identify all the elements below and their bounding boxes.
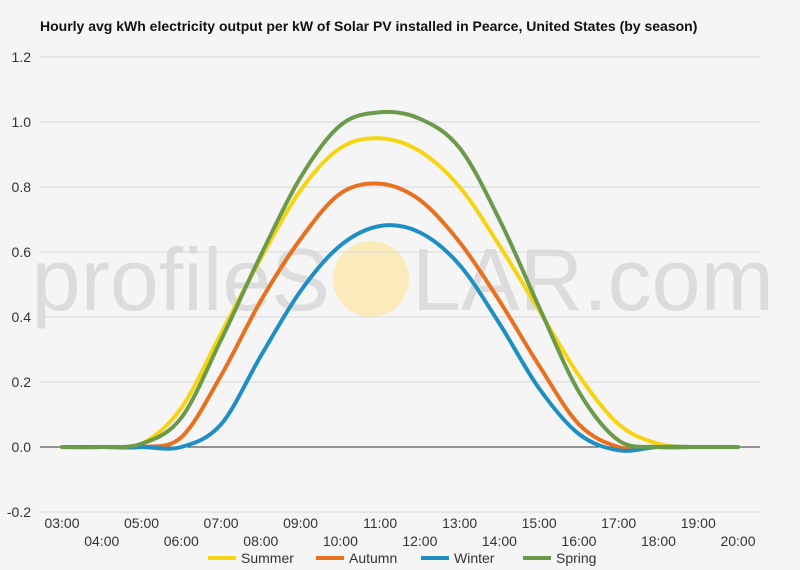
series-lines (60, 109, 740, 453)
y-tick-label: 1.2 (12, 49, 32, 65)
y-tick-label: -0.2 (7, 504, 31, 520)
x-tick-label: 04:00 (84, 533, 119, 549)
x-tick-label: 20:00 (720, 533, 755, 549)
watermark: profileS LAR.com (32, 230, 774, 329)
series-line-spring (60, 109, 740, 450)
axis-labels: -0.2 0.0 0.2 0.4 0.6 0.8 1.0 1.2 03:00 05:00 07:00… (7, 49, 756, 549)
x-tick-label: 03:00 (44, 515, 79, 531)
x-tick-label: 17:00 (601, 515, 636, 531)
y-tick-label: 0.4 (12, 309, 32, 325)
y-tick-label: 1.0 (12, 114, 32, 130)
y-tick-label: 0.2 (12, 374, 32, 390)
watermark-text-left: profileS (32, 230, 330, 329)
x-tick-label: 13:00 (442, 515, 477, 531)
watermark-text-right: LAR.com (412, 230, 774, 329)
legend-label-winter: Winter (454, 550, 495, 566)
legend: Summer Autumn Winter Spring (208, 550, 596, 566)
x-tick-label: 19:00 (681, 515, 716, 531)
legend-label-summer: Summer (241, 550, 294, 566)
legend-label-spring: Spring (556, 550, 596, 566)
series-line-winter (60, 223, 740, 453)
y-tick-label: 0.6 (12, 244, 32, 260)
x-tick-label: 11:00 (363, 515, 397, 531)
gridlines (40, 56, 760, 513)
x-tick-label: 06:00 (164, 533, 199, 549)
series-line-summer (60, 136, 740, 450)
x-tick-label: 07:00 (204, 515, 239, 531)
x-tick-label: 15:00 (522, 515, 557, 531)
x-tick-label: 14:00 (482, 533, 517, 549)
y-tick-label: 0.0 (12, 439, 32, 455)
x-tick-label: 09:00 (283, 515, 318, 531)
x-tick-label: 12:00 (402, 533, 437, 549)
x-tick-label: 18:00 (641, 533, 676, 549)
y-tick-label: 0.8 (12, 179, 32, 195)
legend-label-autumn: Autumn (349, 550, 397, 566)
series-line-autumn (60, 181, 740, 451)
watermark-sun (333, 241, 409, 317)
x-tick-label: 10:00 (323, 533, 358, 549)
x-tick-label: 08:00 (243, 533, 278, 549)
x-tick-label: 05:00 (124, 515, 159, 531)
x-tick-label: 16:00 (561, 533, 596, 549)
chart-title: Hourly avg kWh electricity output per kW… (40, 18, 698, 34)
